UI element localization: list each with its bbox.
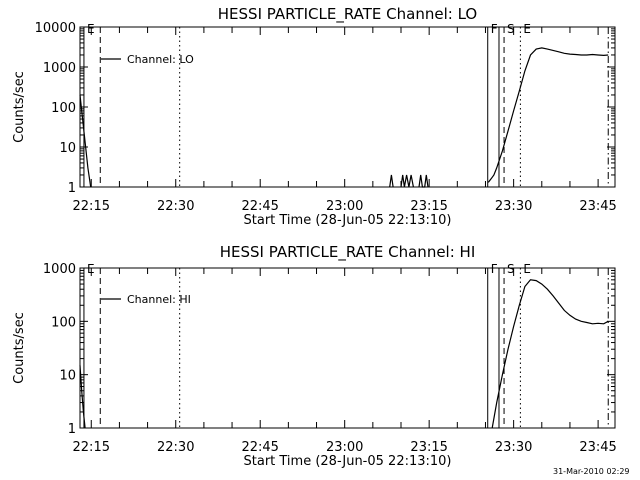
event-marker-label: F xyxy=(491,22,498,36)
data-series-line xyxy=(400,174,414,188)
x-tick-label: 23:00 xyxy=(326,440,363,455)
x-tick-label: 22:30 xyxy=(157,440,194,455)
x-tick-label: 22:45 xyxy=(241,440,278,455)
chart-panel-2: HESSI PARTICLE_RATE Channel: HI 1 10 100 100… xyxy=(12,243,617,469)
x-tick-label: 23:30 xyxy=(495,199,532,214)
data-series-line xyxy=(79,365,86,429)
y-tick-label: 100 xyxy=(51,101,76,116)
event-marker-label: S xyxy=(507,22,515,36)
chart-panel-1: HESSI PARTICLE_RATE Channel: LO 1 10 100 100… xyxy=(12,5,617,228)
y-tick-label: 100 xyxy=(51,315,76,330)
x-tick-label: 22:15 xyxy=(73,199,110,214)
event-marker-label: S xyxy=(507,262,515,276)
x-tick-label: 22:30 xyxy=(157,199,194,214)
data-series-line xyxy=(389,174,394,188)
x-tick-label: 23:15 xyxy=(410,199,447,214)
x-tick-label: 23:45 xyxy=(579,199,616,214)
y-tick-label: 1000 xyxy=(43,262,76,277)
event-marker-label: E xyxy=(523,22,531,36)
y-tick-label: 1000 xyxy=(43,61,76,76)
x-tick-label: 23:15 xyxy=(410,440,447,455)
event-marker-label: E xyxy=(87,22,95,36)
y-tick-label: 1 xyxy=(68,181,76,196)
plot-frame xyxy=(79,267,616,429)
event-marker-label: E xyxy=(87,262,95,276)
event-marker-label: E xyxy=(523,262,531,276)
data-series-line xyxy=(418,174,429,188)
legend-label: Channel: LO xyxy=(127,53,194,66)
chart-title: HESSI PARTICLE_RATE Channel: LO xyxy=(218,5,477,24)
x-axis-label: Start Time (28-Jun-05 22:13:10) xyxy=(244,213,452,228)
plot-timestamp: 31-Mar-2010 02:29 xyxy=(553,467,630,476)
event-marker-label: F xyxy=(491,262,498,276)
x-tick-label: 23:45 xyxy=(579,440,616,455)
x-axis-label: Start Time (28-Jun-05 22:13:10) xyxy=(244,454,452,469)
x-tick-label: 22:15 xyxy=(73,440,110,455)
y-tick-label: 10 xyxy=(59,369,76,384)
y-axis-label: Counts/sec xyxy=(12,71,27,143)
x-tick-label: 22:45 xyxy=(241,199,278,214)
chart-title: HESSI PARTICLE_RATE Channel: HI xyxy=(220,243,476,262)
legend-label: Channel: HI xyxy=(127,293,191,306)
y-tick-label: 1 xyxy=(68,422,76,437)
x-tick-label: 23:00 xyxy=(326,199,363,214)
y-tick-label: 10000 xyxy=(35,21,76,36)
data-series-line xyxy=(487,47,609,183)
y-tick-label: 10 xyxy=(59,141,76,156)
x-tick-label: 23:30 xyxy=(495,440,532,455)
data-series-line xyxy=(79,94,92,188)
data-series-line xyxy=(491,279,609,429)
y-axis-label: Counts/sec xyxy=(12,312,27,384)
